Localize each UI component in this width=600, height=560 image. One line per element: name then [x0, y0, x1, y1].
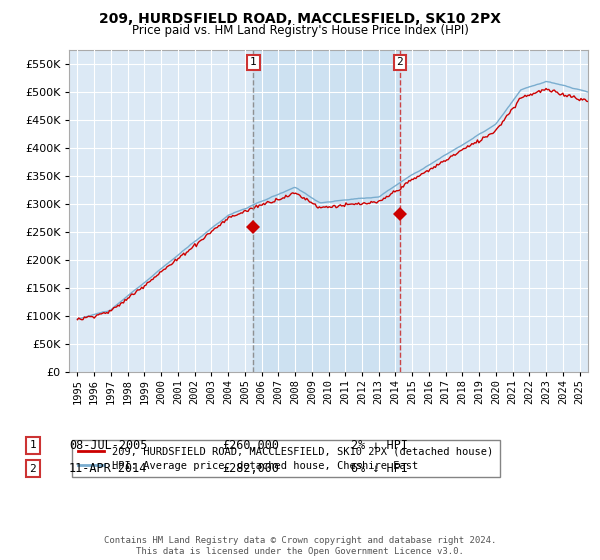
Text: Price paid vs. HM Land Registry's House Price Index (HPI): Price paid vs. HM Land Registry's House … [131, 24, 469, 36]
Text: Contains HM Land Registry data © Crown copyright and database right 2024.
This d: Contains HM Land Registry data © Crown c… [104, 536, 496, 556]
Text: £282,000: £282,000 [222, 462, 279, 475]
Text: 1: 1 [29, 440, 37, 450]
Text: 6% ↓ HPI: 6% ↓ HPI [351, 462, 408, 475]
Text: 2% ↓ HPI: 2% ↓ HPI [351, 438, 408, 452]
Bar [253, 50, 400, 372]
Text: 1: 1 [250, 58, 257, 68]
Text: 08-JUL-2005: 08-JUL-2005 [69, 438, 148, 452]
Text: £260,000: £260,000 [222, 438, 279, 452]
Legend: 209, HURDSFIELD ROAD, MACCLESFIELD, SK10 2PX (detached house), HPI: Average pric: 209, HURDSFIELD ROAD, MACCLESFIELD, SK10… [71, 440, 500, 477]
Text: 11-APR-2014: 11-APR-2014 [69, 462, 148, 475]
Text: 209, HURDSFIELD ROAD, MACCLESFIELD, SK10 2PX: 209, HURDSFIELD ROAD, MACCLESFIELD, SK10… [99, 12, 501, 26]
Text: 2: 2 [397, 58, 403, 68]
Text: 2: 2 [29, 464, 37, 474]
